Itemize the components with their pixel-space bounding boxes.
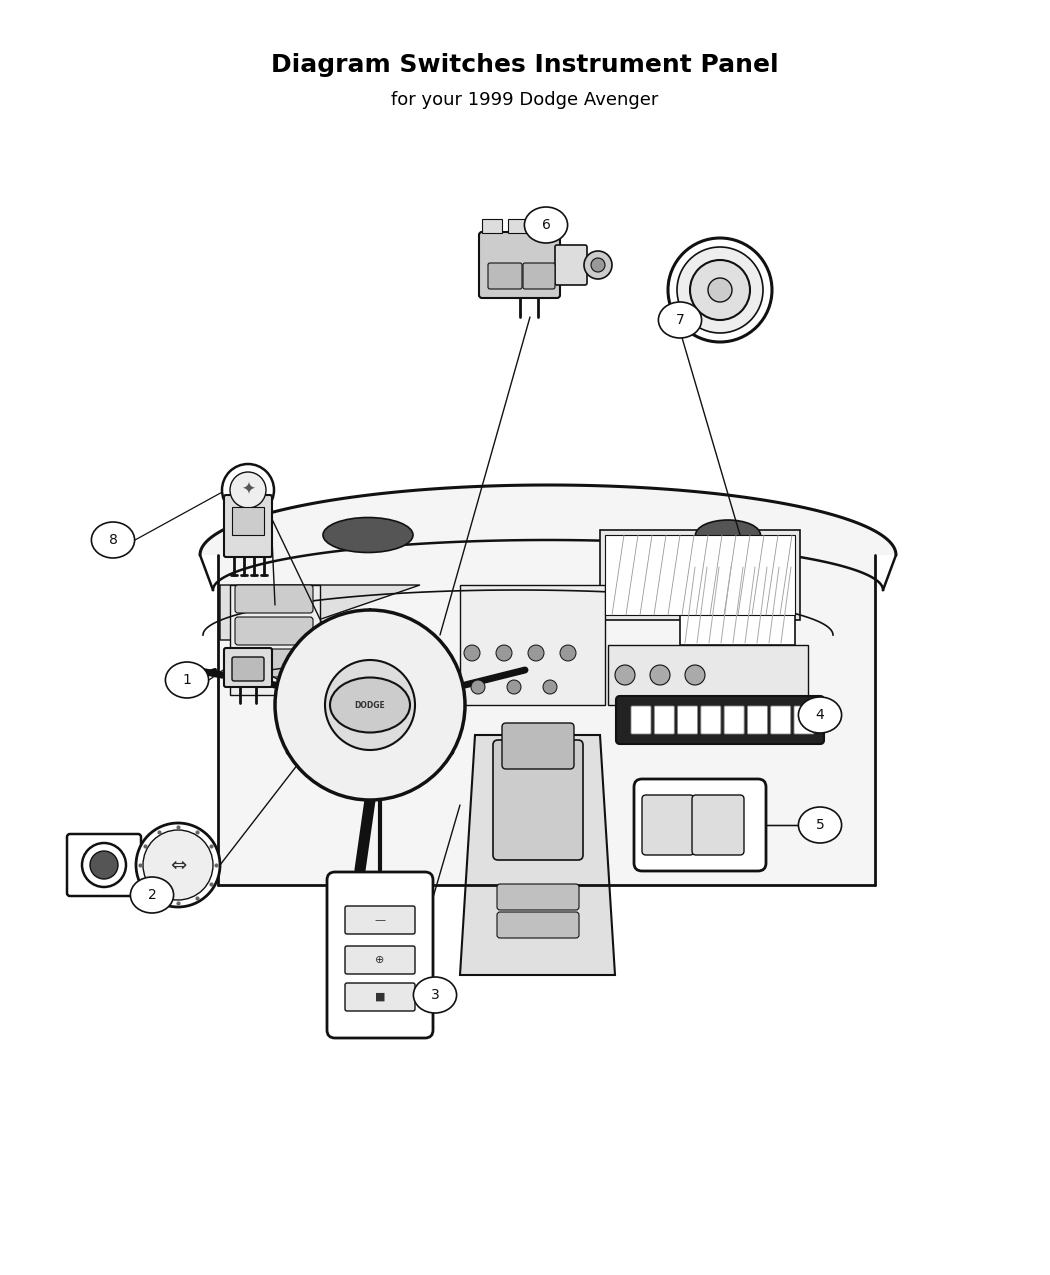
FancyBboxPatch shape xyxy=(232,657,264,681)
Circle shape xyxy=(708,278,732,302)
Circle shape xyxy=(560,645,576,660)
FancyBboxPatch shape xyxy=(497,912,579,938)
Bar xyxy=(605,536,795,615)
Bar xyxy=(232,507,264,536)
Text: ✦: ✦ xyxy=(242,481,255,499)
FancyBboxPatch shape xyxy=(555,245,587,286)
FancyBboxPatch shape xyxy=(616,696,824,745)
Circle shape xyxy=(677,247,763,333)
Ellipse shape xyxy=(130,877,173,913)
FancyBboxPatch shape xyxy=(523,263,555,289)
Circle shape xyxy=(464,645,480,660)
FancyBboxPatch shape xyxy=(631,706,651,734)
Circle shape xyxy=(668,238,772,342)
Circle shape xyxy=(685,666,705,685)
Circle shape xyxy=(222,464,274,516)
Ellipse shape xyxy=(323,518,413,552)
Circle shape xyxy=(90,850,118,878)
FancyBboxPatch shape xyxy=(654,706,674,734)
Ellipse shape xyxy=(91,521,134,558)
FancyBboxPatch shape xyxy=(345,946,415,974)
Text: ■: ■ xyxy=(375,992,385,1002)
Ellipse shape xyxy=(524,207,568,244)
Circle shape xyxy=(230,472,266,507)
Circle shape xyxy=(690,260,750,320)
FancyBboxPatch shape xyxy=(235,649,313,677)
Text: 6: 6 xyxy=(542,218,550,232)
Circle shape xyxy=(496,645,512,660)
Ellipse shape xyxy=(166,662,209,697)
Ellipse shape xyxy=(695,520,760,550)
FancyBboxPatch shape xyxy=(771,706,791,734)
Circle shape xyxy=(650,666,670,685)
FancyBboxPatch shape xyxy=(224,648,272,687)
Ellipse shape xyxy=(414,977,457,1014)
Circle shape xyxy=(591,258,605,272)
FancyBboxPatch shape xyxy=(724,706,744,734)
FancyBboxPatch shape xyxy=(497,884,579,910)
Circle shape xyxy=(507,680,521,694)
Text: Diagram Switches Instrument Panel: Diagram Switches Instrument Panel xyxy=(271,54,779,76)
Circle shape xyxy=(136,822,220,907)
Circle shape xyxy=(528,645,544,660)
Circle shape xyxy=(143,830,213,900)
FancyBboxPatch shape xyxy=(677,706,697,734)
Bar xyxy=(460,585,605,705)
FancyBboxPatch shape xyxy=(67,834,141,896)
FancyBboxPatch shape xyxy=(700,706,721,734)
Text: 4: 4 xyxy=(816,708,824,722)
Text: —: — xyxy=(375,915,385,924)
Circle shape xyxy=(543,680,556,694)
Polygon shape xyxy=(220,585,420,640)
Polygon shape xyxy=(460,734,615,975)
Bar xyxy=(508,219,528,233)
FancyBboxPatch shape xyxy=(479,232,560,298)
Text: ⊕: ⊕ xyxy=(375,955,384,965)
FancyBboxPatch shape xyxy=(642,796,694,856)
Circle shape xyxy=(615,666,635,685)
FancyBboxPatch shape xyxy=(494,740,583,861)
Text: 3: 3 xyxy=(430,988,439,1002)
Circle shape xyxy=(584,251,612,279)
Circle shape xyxy=(326,660,415,750)
FancyBboxPatch shape xyxy=(692,796,744,856)
Circle shape xyxy=(82,843,126,887)
FancyBboxPatch shape xyxy=(345,907,415,935)
FancyBboxPatch shape xyxy=(327,872,433,1038)
Circle shape xyxy=(275,609,465,799)
Bar xyxy=(230,585,320,695)
FancyBboxPatch shape xyxy=(502,723,574,769)
Text: 2: 2 xyxy=(148,887,156,901)
FancyBboxPatch shape xyxy=(794,706,814,734)
FancyBboxPatch shape xyxy=(488,263,522,289)
FancyBboxPatch shape xyxy=(345,983,415,1011)
Polygon shape xyxy=(200,484,896,885)
FancyBboxPatch shape xyxy=(235,617,313,645)
Text: DODGE: DODGE xyxy=(355,700,385,709)
Bar xyxy=(608,645,808,705)
Text: 8: 8 xyxy=(108,533,118,547)
Bar xyxy=(680,565,795,645)
Text: for your 1999 Dodge Avenger: for your 1999 Dodge Avenger xyxy=(392,91,658,108)
Text: 5: 5 xyxy=(816,819,824,833)
FancyBboxPatch shape xyxy=(634,779,766,871)
Ellipse shape xyxy=(658,302,701,338)
FancyBboxPatch shape xyxy=(224,495,272,557)
Circle shape xyxy=(471,680,485,694)
Ellipse shape xyxy=(798,697,842,733)
FancyBboxPatch shape xyxy=(748,706,768,734)
FancyBboxPatch shape xyxy=(235,585,313,613)
Ellipse shape xyxy=(798,807,842,843)
Text: ⇔: ⇔ xyxy=(170,856,186,875)
Ellipse shape xyxy=(330,677,410,733)
Text: 1: 1 xyxy=(183,673,191,687)
Text: 7: 7 xyxy=(675,312,685,326)
Bar xyxy=(482,219,502,233)
Bar xyxy=(600,530,800,620)
